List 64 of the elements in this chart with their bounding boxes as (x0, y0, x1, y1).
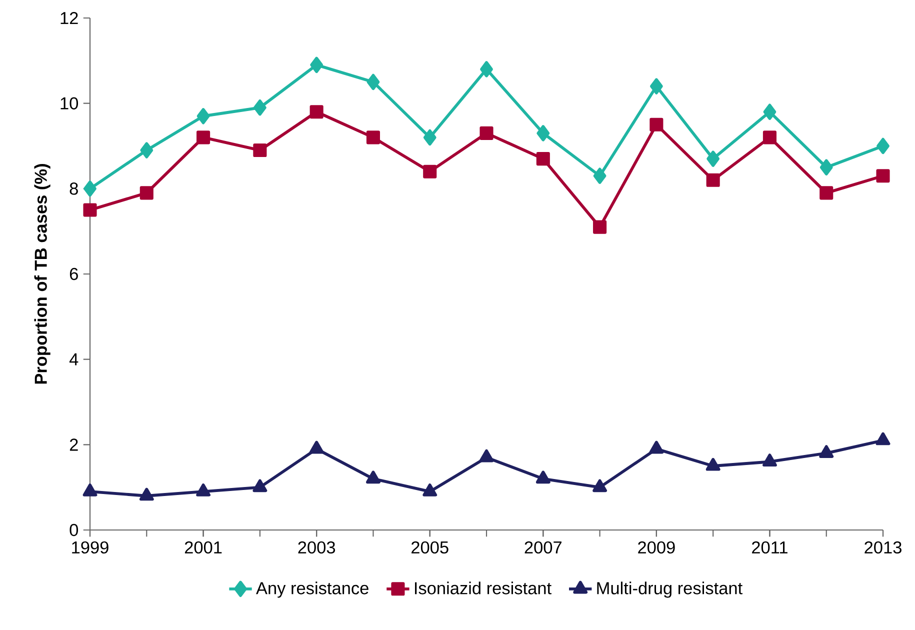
point (763, 104, 776, 120)
point (140, 186, 154, 200)
legend-label: Any resistance (256, 582, 368, 598)
point (479, 449, 494, 462)
point (252, 479, 268, 492)
point (83, 203, 97, 217)
point (366, 74, 380, 90)
point (650, 118, 664, 132)
point (820, 159, 833, 176)
point (820, 186, 834, 200)
point (253, 143, 267, 158)
point (140, 142, 154, 158)
y-tick-label: 0 (70, 524, 78, 536)
y-tick-label: 8 (70, 182, 78, 195)
point (423, 129, 436, 146)
x-tick-label: 1999 (72, 541, 108, 554)
point (706, 173, 720, 187)
y-tick-label: 2 (70, 438, 78, 451)
point (649, 440, 664, 454)
point (819, 445, 834, 458)
point (310, 105, 324, 119)
point (423, 164, 437, 178)
point (876, 432, 890, 446)
point (82, 484, 98, 496)
point (422, 484, 438, 496)
point (536, 125, 550, 142)
point (706, 150, 720, 167)
point (253, 99, 266, 116)
y-tick-label: 10 (60, 97, 78, 110)
point (593, 220, 607, 234)
point (84, 180, 96, 197)
point (876, 169, 890, 183)
x-tick-label: 2009 (638, 541, 675, 554)
point (196, 130, 210, 144)
point (762, 454, 777, 467)
point (480, 126, 494, 140)
point (593, 168, 606, 184)
point (310, 56, 324, 74)
point (480, 61, 493, 78)
x-tick-label: 2011 (752, 541, 788, 554)
y-tick-label: 4 (69, 353, 78, 366)
point (876, 138, 890, 154)
point (196, 484, 210, 496)
x-tick-label: 2007 (524, 541, 562, 554)
y-tick-label: 6 (70, 268, 78, 280)
y-axis-title: Proportion of TB cases (%) (34, 164, 50, 384)
legend-label: Multi-drug resistant (597, 582, 742, 598)
legend-label: Isoniazid resistant (415, 582, 552, 594)
point (762, 130, 776, 144)
point (650, 78, 663, 94)
point (139, 488, 154, 501)
y-tick-label: 12 (60, 12, 78, 24)
x-tick-label: 2003 (298, 541, 336, 554)
point (309, 440, 324, 454)
point (366, 470, 380, 484)
point (196, 108, 210, 124)
x-tick-label: 2001 (184, 541, 222, 554)
point (592, 479, 607, 492)
point (536, 470, 550, 484)
point (366, 130, 380, 144)
point (536, 152, 550, 166)
point (706, 458, 720, 471)
x-tick-label: 2013 (864, 541, 902, 554)
x-tick-label: 2005 (412, 541, 448, 554)
